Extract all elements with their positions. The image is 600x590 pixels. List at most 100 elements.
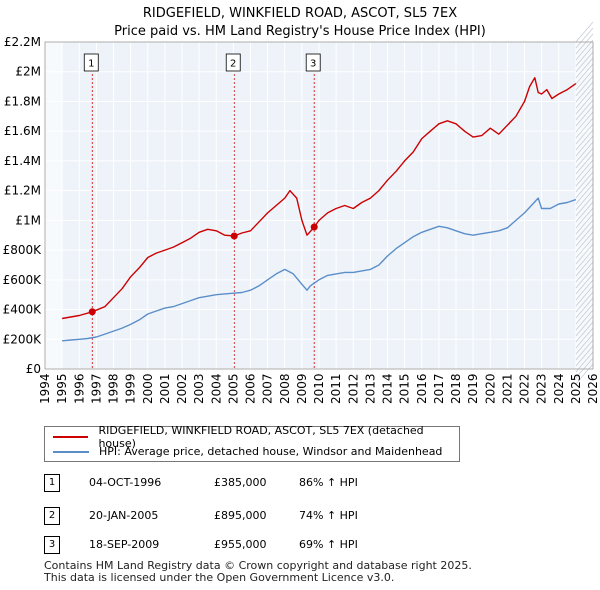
hatch-line xyxy=(575,183,594,205)
hatch-line xyxy=(575,129,594,151)
x-tick-label: 2003 xyxy=(192,373,206,404)
transaction-number-badge: 2 xyxy=(44,507,60,525)
plot-frame xyxy=(44,41,594,370)
transaction-row: 2 20-JAN-2005 £895,000 74% ↑ HPI xyxy=(44,507,464,525)
hatch-line xyxy=(575,75,594,97)
hatch-line xyxy=(575,147,594,169)
marker-number: 3 xyxy=(310,59,316,70)
y-tick-label: £1.4M xyxy=(4,154,41,168)
transaction-price: £955,000 xyxy=(214,538,267,551)
hatch-line xyxy=(575,213,594,235)
x-tick-label: 2017 xyxy=(432,373,446,404)
transaction-date: 04-OCT-1996 xyxy=(89,476,162,489)
x-tick-label: 2012 xyxy=(346,373,360,404)
legend-item-price-paid: RIDGEFIELD, WINKFIELD ROAD, ASCOT, SL5 7… xyxy=(53,424,459,450)
x-tick-label: 2021 xyxy=(500,373,514,404)
transaction-number-badge: 3 xyxy=(44,536,60,554)
hatch-line xyxy=(575,21,594,43)
marker-label-box: 1 xyxy=(83,53,99,72)
legend-label-price-paid: RIDGEFIELD, WINKFIELD ROAD, ASCOT, SL5 7… xyxy=(98,423,424,450)
y-tick-label: £2.2M xyxy=(4,35,41,49)
x-tick-label: 2007 xyxy=(261,373,275,404)
x-tick-label: 2005 xyxy=(226,373,240,404)
hatch-line xyxy=(575,99,594,121)
hatch-line xyxy=(575,33,594,55)
hatch-line xyxy=(575,315,594,337)
y-tick-label: £800K xyxy=(3,243,43,257)
y-tick-label: £2M xyxy=(15,65,41,79)
sale-point xyxy=(88,308,96,316)
x-tick-label: 2023 xyxy=(535,373,549,404)
hatch-line xyxy=(575,231,594,253)
x-tick-label: 1995 xyxy=(55,373,69,404)
transaction-price: £385,000 xyxy=(214,476,267,489)
x-tick-label: 1996 xyxy=(72,373,86,404)
hatch-line xyxy=(575,249,594,271)
hatch-line xyxy=(575,189,594,211)
x-tick-label: 2020 xyxy=(483,373,497,404)
transaction-hpi-change: 69% ↑ HPI xyxy=(299,538,358,551)
x-tick-label: 2000 xyxy=(141,373,155,404)
hatch-line xyxy=(575,261,594,283)
x-tick-label: 1999 xyxy=(124,373,138,404)
hatch-line xyxy=(575,219,594,241)
hatch-line xyxy=(575,327,594,349)
hatch-line xyxy=(575,285,594,307)
hatch-line xyxy=(575,123,594,145)
hpi-line xyxy=(62,197,577,342)
y-tick-label: £1.2M xyxy=(4,184,41,198)
transaction-date: 20-JAN-2005 xyxy=(89,509,159,522)
hatch-line xyxy=(575,339,594,361)
hatch-line xyxy=(575,165,594,187)
sale-point xyxy=(310,223,318,231)
x-tick-label: 1994 xyxy=(38,373,52,404)
marker-label-box: 3 xyxy=(305,53,321,72)
x-tick-label: 2013 xyxy=(363,373,377,404)
hatch-line xyxy=(575,357,594,379)
hatch-line xyxy=(575,87,594,109)
hatch-line xyxy=(575,243,594,265)
footer-attribution: Contains HM Land Registry data © Crown c… xyxy=(44,560,472,584)
legend-label-hpi: HPI: Average price, detached house, Wind… xyxy=(99,445,443,458)
y-tick-label: £1.8M xyxy=(4,94,41,108)
x-tick-label: 1998 xyxy=(107,373,121,404)
chart-legend: RIDGEFIELD, WINKFIELD ROAD, ASCOT, SL5 7… xyxy=(44,424,460,462)
x-tick-label: 2010 xyxy=(312,373,326,404)
x-tick-label: 2008 xyxy=(278,373,292,404)
transaction-hpi-change: 86% ↑ HPI xyxy=(299,476,358,489)
marker-box xyxy=(225,53,241,72)
shaded-region xyxy=(45,42,63,369)
transaction-number-badge: 1 xyxy=(44,474,60,492)
hatch-line xyxy=(575,333,594,355)
x-tick-label: 2016 xyxy=(415,373,429,404)
y-tick-label: £200K xyxy=(3,332,43,346)
chart-subtitle: Price paid vs. HM Land Registry's House … xyxy=(114,24,486,39)
hatch-line xyxy=(575,135,594,157)
legend-blue-line-icon xyxy=(53,450,89,453)
shaded-region xyxy=(575,42,593,369)
footer-license: This data is licensed under the Open Gov… xyxy=(44,571,395,584)
hatch-line xyxy=(575,225,594,247)
transaction-row: 1 04-OCT-1996 £385,000 86% ↑ HPI xyxy=(44,474,464,492)
footer-copyright: Contains HM Land Registry data © Crown c… xyxy=(44,559,472,572)
hatch-line xyxy=(575,39,594,61)
hatch-line xyxy=(575,111,594,133)
hatch-line xyxy=(575,201,594,223)
hatch-line xyxy=(575,237,594,259)
hatch-line xyxy=(575,45,594,67)
x-tick-label: 1997 xyxy=(89,373,103,404)
hatch-line xyxy=(575,63,594,85)
hatch-line xyxy=(575,273,594,295)
x-tick-label: 2015 xyxy=(398,373,412,404)
sale-point xyxy=(230,232,238,240)
hatch-line xyxy=(575,105,594,127)
transaction-hpi-change: 74% ↑ HPI xyxy=(299,509,358,522)
transaction-price: £895,000 xyxy=(214,509,267,522)
x-tick-label: 2009 xyxy=(295,373,309,404)
marker-number: 2 xyxy=(230,59,236,70)
y-tick-label: £1M xyxy=(15,213,41,227)
hatch-line xyxy=(575,345,594,367)
hatch-line xyxy=(575,27,594,49)
price-paid-line xyxy=(61,76,577,320)
legend-red-line-icon xyxy=(53,435,89,438)
